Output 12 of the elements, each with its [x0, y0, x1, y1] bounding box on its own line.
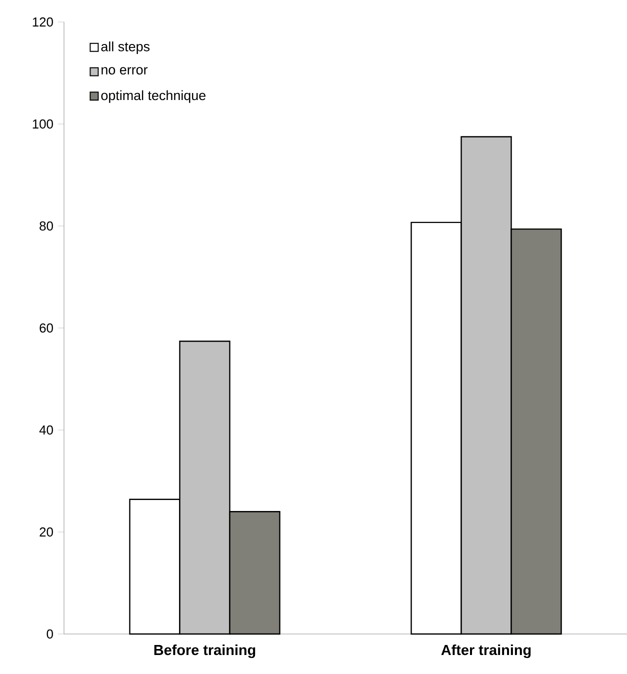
- y-tick-label: 20: [40, 527, 53, 537]
- y-tick-label: 80: [40, 221, 53, 231]
- x-tick-label: Before training: [154, 644, 256, 658]
- y-tick-label: 120: [32, 17, 53, 27]
- y-tick-label: 40: [39, 425, 53, 435]
- legend-label: all steps: [101, 41, 150, 54]
- x-tick-label: After training: [441, 644, 531, 658]
- legend-label: no error: [102, 67, 148, 75]
- y-tick-label: 0: [46, 629, 53, 639]
- y-tick-label: 100: [32, 119, 53, 129]
- legend-label: optimal technique: [101, 90, 206, 103]
- y-tick-label: 60: [40, 323, 53, 333]
